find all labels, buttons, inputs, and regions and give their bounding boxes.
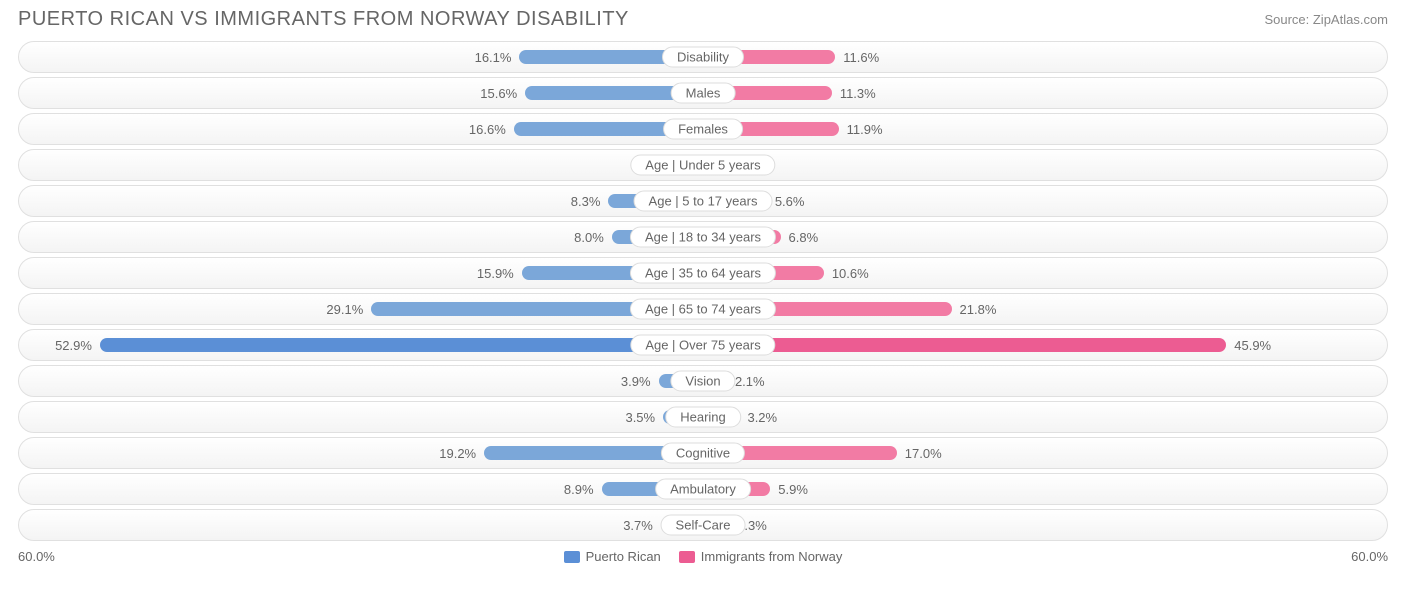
left-bar <box>100 338 703 352</box>
left-value: 8.0% <box>566 230 612 245</box>
category-label: Females <box>663 119 743 140</box>
category-label: Age | Over 75 years <box>630 335 775 356</box>
left-half: 8.0% <box>19 222 703 252</box>
category-label: Hearing <box>665 407 741 428</box>
left-half: 1.7% <box>19 150 703 180</box>
right-value: 5.6% <box>767 194 813 209</box>
left-value: 3.5% <box>617 410 663 425</box>
left-half: 3.7% <box>19 510 703 540</box>
right-half: 11.6% <box>703 42 1387 72</box>
right-value: 11.6% <box>835 50 887 65</box>
category-label: Age | 18 to 34 years <box>630 227 776 248</box>
chart-area: 16.1% 11.6% Disability 15.6% 11.3% Males 16.6%… <box>0 35 1406 547</box>
left-half: 8.9% <box>19 474 703 504</box>
category-label: Age | Under 5 years <box>630 155 775 176</box>
category-label: Vision <box>670 371 735 392</box>
right-half: 21.8% <box>703 294 1387 324</box>
category-label: Males <box>671 83 736 104</box>
chart-row: 3.9% 2.1%Vision <box>18 365 1388 397</box>
left-half: 29.1% <box>19 294 703 324</box>
chart-row: 19.2% 17.0% Cognitive <box>18 437 1388 469</box>
legend: Puerto Rican Immigrants from Norway <box>564 549 843 564</box>
left-value: 8.3% <box>563 194 609 209</box>
left-value: 52.9% <box>47 338 100 353</box>
category-label: Disability <box>662 47 744 68</box>
chart-row: 1.7%1.3%Age | Under 5 years <box>18 149 1388 181</box>
right-half: 6.8% <box>703 222 1387 252</box>
category-label: Age | 5 to 17 years <box>634 191 773 212</box>
left-value: 15.9% <box>469 266 522 281</box>
left-value: 3.9% <box>613 374 659 389</box>
left-half: 16.1% <box>19 42 703 72</box>
header: PUERTO RICAN VS IMMIGRANTS FROM NORWAY D… <box>0 0 1406 35</box>
legend-right-label: Immigrants from Norway <box>701 549 843 564</box>
legend-left-label: Puerto Rican <box>586 549 661 564</box>
left-half: 3.9% <box>19 366 703 396</box>
chart-title: PUERTO RICAN VS IMMIGRANTS FROM NORWAY D… <box>18 8 629 31</box>
chart-row: 3.7% 2.3%Self-Care <box>18 509 1388 541</box>
left-value: 29.1% <box>318 302 371 317</box>
left-value: 19.2% <box>431 446 484 461</box>
right-bar <box>703 338 1226 352</box>
category-label: Age | 35 to 64 years <box>630 263 776 284</box>
left-half: 19.2% <box>19 438 703 468</box>
chart-row: 29.1% 21.8% Age | 65 to 74 years <box>18 293 1388 325</box>
left-value: 15.6% <box>472 86 525 101</box>
right-value: 6.8% <box>781 230 827 245</box>
chart-row: 8.3% 5.6%Age | 5 to 17 years <box>18 185 1388 217</box>
left-half: 15.9% <box>19 258 703 288</box>
footer: 60.0% Puerto Rican Immigrants from Norwa… <box>0 547 1406 566</box>
right-value: 10.6% <box>824 266 877 281</box>
left-value: 8.9% <box>556 482 602 497</box>
right-value: 21.8% <box>952 302 1005 317</box>
right-value: 11.9% <box>839 122 891 137</box>
source-label: Source: ZipAtlas.com <box>1264 12 1388 27</box>
category-label: Age | 65 to 74 years <box>630 299 776 320</box>
right-half: 3.2% <box>703 402 1387 432</box>
right-half: 5.6% <box>703 186 1387 216</box>
right-value: 17.0% <box>897 446 950 461</box>
right-value: 5.9% <box>770 482 816 497</box>
left-value: 16.1% <box>467 50 520 65</box>
legend-left-swatch <box>564 551 580 563</box>
right-value: 3.2% <box>739 410 785 425</box>
right-half: 11.9% <box>703 114 1387 144</box>
right-half: 2.3% <box>703 510 1387 540</box>
axis-max-right: 60.0% <box>1351 549 1388 564</box>
right-half: 11.3% <box>703 78 1387 108</box>
right-half: 10.6% <box>703 258 1387 288</box>
chart-row: 8.9% 5.9% Ambulatory <box>18 473 1388 505</box>
right-half: 1.3% <box>703 150 1387 180</box>
chart-row: 52.9% 45.9% Age | Over 75 years <box>18 329 1388 361</box>
legend-left: Puerto Rican <box>564 549 661 564</box>
left-half: 3.5% <box>19 402 703 432</box>
right-half: 5.9% <box>703 474 1387 504</box>
chart-row: 16.6% 11.9% Females <box>18 113 1388 145</box>
left-half: 15.6% <box>19 78 703 108</box>
legend-right: Immigrants from Norway <box>679 549 843 564</box>
category-label: Self-Care <box>661 515 746 536</box>
right-value: 11.3% <box>832 86 884 101</box>
legend-right-swatch <box>679 551 695 563</box>
chart-row: 3.5% 3.2%Hearing <box>18 401 1388 433</box>
category-label: Cognitive <box>661 443 745 464</box>
left-value: 3.7% <box>615 518 661 533</box>
category-label: Ambulatory <box>655 479 751 500</box>
right-half: 45.9% <box>703 330 1387 360</box>
left-value: 16.6% <box>461 122 514 137</box>
left-half: 16.6% <box>19 114 703 144</box>
right-value: 45.9% <box>1226 338 1279 353</box>
right-half: 17.0% <box>703 438 1387 468</box>
chart-row: 16.1% 11.6% Disability <box>18 41 1388 73</box>
chart-row: 15.9% 10.6% Age | 35 to 64 years <box>18 257 1388 289</box>
left-half: 8.3% <box>19 186 703 216</box>
left-half: 52.9% <box>19 330 703 360</box>
chart-row: 15.6% 11.3% Males <box>18 77 1388 109</box>
axis-max-left: 60.0% <box>18 549 55 564</box>
right-half: 2.1% <box>703 366 1387 396</box>
chart-row: 8.0% 6.8% Age | 18 to 34 years <box>18 221 1388 253</box>
